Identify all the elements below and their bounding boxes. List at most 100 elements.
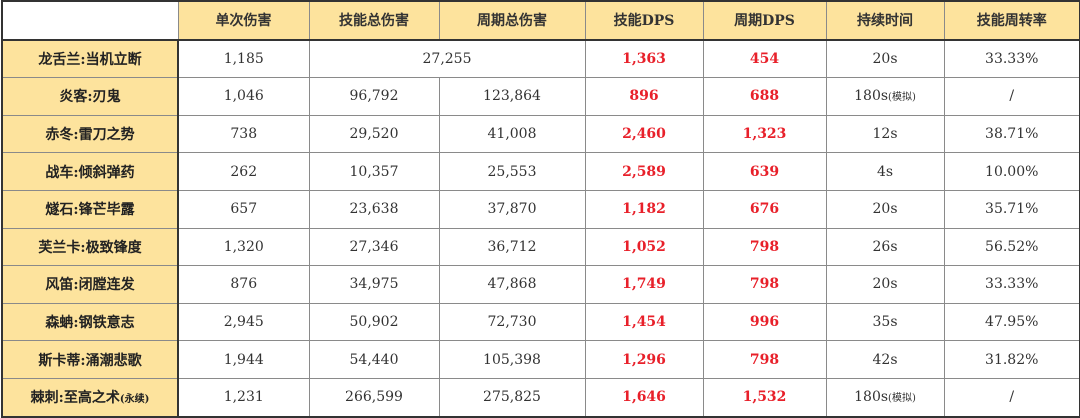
skill-total-damage-cell: 54,440 [308,340,440,379]
skill-rate-cell-text: 47.95% [985,314,1039,331]
single-damage-cell: 876 [177,265,310,304]
skill-total-damage-cell: 50,902 [308,302,440,342]
cycle-dps-cell-text: 798 [749,351,780,368]
skill-total-damage-cell-text: 50,902 [349,314,399,331]
cycle-dps-cell-text: 1,323 [742,126,787,143]
cycle-total-damage-cell-text: 275,825 [483,389,541,406]
skill-rate-cell: / [943,77,1080,116]
skill-total-damage-cell-text: 10,357 [349,163,399,180]
single-damage-cell-text: 657 [230,201,258,218]
header-skill-rate: 技能周转率 [943,0,1080,41]
table-row: 芙兰卡:极致锋度 1,320 27,346 36,712 1,052 798 26s 56.5… [1,227,1080,267]
header-single-damage: 单次伤害 [177,0,310,41]
operator-skill-name-text: 燧石:锋芒毕露 [45,202,135,219]
operator-skill-name: 燧石:锋芒毕露 [1,189,179,229]
duration-cell: 20s [825,39,945,79]
duration-cell: 42s [825,340,945,379]
skill-total-damage-cell-text: 29,520 [349,126,399,143]
skill-rate-cell-text: 38.71% [985,126,1039,143]
skill-total-damage-cell: 29,520 [308,114,440,154]
skill-dps-cell-text: 1,182 [622,201,666,218]
table-row: 燧石:锋芒毕露 657 23,638 37,870 1,182 676 20s 35.71% [1,189,1080,229]
cycle-dps-cell: 688 [702,77,827,116]
cycle-dps-cell: 798 [702,227,827,267]
single-damage-cell-text: 1,185 [223,50,264,67]
operator-skill-name-text: 芙兰卡:极致锋度 [38,239,142,256]
duration-cell-text: 42s [872,351,898,368]
table-row: 龙舌兰:当机立断 1,185 27,255 1,363 454 20s 33.33% [1,39,1080,79]
single-damage-cell-text: 1,320 [223,238,264,255]
header-cycle-dps: 周期DPS [702,0,827,41]
duration-cell: 12s [825,114,945,154]
merged-total-damage-cell: 27,255 [308,39,586,79]
cycle-dps-cell-text: 1,532 [742,389,787,406]
header-cycle-total-damage: 周期总伤害 [438,0,586,41]
skill-rate-cell-text: / [1009,88,1015,105]
skill-total-damage-cell-text: 34,975 [349,276,399,293]
cycle-total-damage-cell-text: 123,864 [483,88,541,105]
operator-skill-name: 棘刺:至高之术(永续) [1,377,179,418]
cycle-dps-cell-text: 676 [749,201,780,218]
skill-dps-cell-text: 1,363 [622,50,666,67]
duration-cell: 20s [825,265,945,304]
operator-skill-name: 森蚺:钢铁意志 [1,302,179,342]
cycle-total-damage-cell: 25,553 [438,152,586,191]
cycle-dps-cell: 798 [702,340,827,379]
header-skill-dps: 技能DPS [584,0,704,41]
operator-skill-name-text: 赤冬:雷刀之势 [45,127,135,144]
skill-dps-cell: 1,363 [584,39,704,79]
skill-rate-cell: 56.52% [943,227,1080,267]
operator-skill-name: 风笛:闭膛连发 [1,265,179,304]
skill-total-damage-cell: 34,975 [308,265,440,304]
duration-cell: 20s [825,189,945,229]
cycle-total-damage-cell-text: 36,712 [487,238,537,255]
skill-total-damage-cell-text: 27,346 [349,238,399,255]
cycle-dps-cell-text: 688 [749,88,780,105]
skill-dps-cell: 2,589 [584,152,704,191]
skill-rate-cell: / [943,377,1080,418]
single-damage-cell-text: 876 [230,276,258,293]
skill-dps-cell-text: 896 [629,88,659,105]
duration-note: (模拟) [888,92,916,104]
operator-skill-name-text: 龙舌兰:当机立断 [38,51,142,68]
operator-skill-name: 斯卡蒂:涌潮悲歌 [1,340,179,379]
merged-total-damage-cell-text: 27,255 [422,50,472,67]
skill-dps-cell-text: 1,052 [622,238,666,255]
skill-rate-cell: 35.71% [943,189,1080,229]
header-row: 单次伤害 技能总伤害 周期总伤害 技能DPS 周期DPS 持续时间 技能周转率 [1,0,1080,41]
cycle-dps-cell-text: 996 [749,314,780,331]
cycle-dps-cell: 996 [702,302,827,342]
single-damage-cell: 1,185 [177,39,310,79]
duration-cell: 35s [825,302,945,342]
skill-rate-cell: 31.82% [943,340,1080,379]
skill-dps-cell: 1,182 [584,189,704,229]
skill-rate-cell-text: 35.71% [985,201,1039,218]
single-damage-cell: 738 [177,114,310,154]
skill-total-damage-cell: 10,357 [308,152,440,191]
cycle-dps-cell: 1,532 [702,377,827,418]
single-damage-cell: 262 [177,152,310,191]
operator-skill-name-text: 风笛:闭膛连发 [45,277,135,294]
cycle-dps-cell-text: 798 [749,238,780,255]
single-damage-cell-text: 2,945 [223,314,264,331]
skill-dps-cell: 2,460 [584,114,704,154]
skill-dps-cell-text: 1,296 [622,351,666,368]
operator-skill-name-text: 炎客:刃鬼 [59,89,121,106]
corner-cell [1,0,179,41]
duration-cell: 26s [825,227,945,267]
cycle-total-damage-cell-text: 47,868 [487,276,537,293]
cycle-dps-cell: 454 [702,39,827,79]
cycle-dps-cell-text: 454 [749,50,780,67]
skill-total-damage-cell-text: 23,638 [349,201,399,218]
single-damage-cell: 1,046 [177,77,310,116]
header-skill-total-damage: 技能总伤害 [308,0,440,41]
skill-dps-cell: 1,052 [584,227,704,267]
operator-skill-name: 龙舌兰:当机立断 [1,39,179,79]
cycle-dps-cell-text: 798 [749,276,780,293]
skill-rate-cell-text: 56.52% [985,238,1039,255]
skill-total-damage-cell: 266,599 [308,377,440,418]
single-damage-cell-text: 1,231 [223,389,264,406]
operator-skill-name: 赤冬:雷刀之势 [1,114,179,154]
cycle-total-damage-cell: 105,398 [438,340,586,379]
table-row: 战车:倾斜弹药 262 10,357 25,553 2,589 639 4s 10.00% [1,152,1080,191]
